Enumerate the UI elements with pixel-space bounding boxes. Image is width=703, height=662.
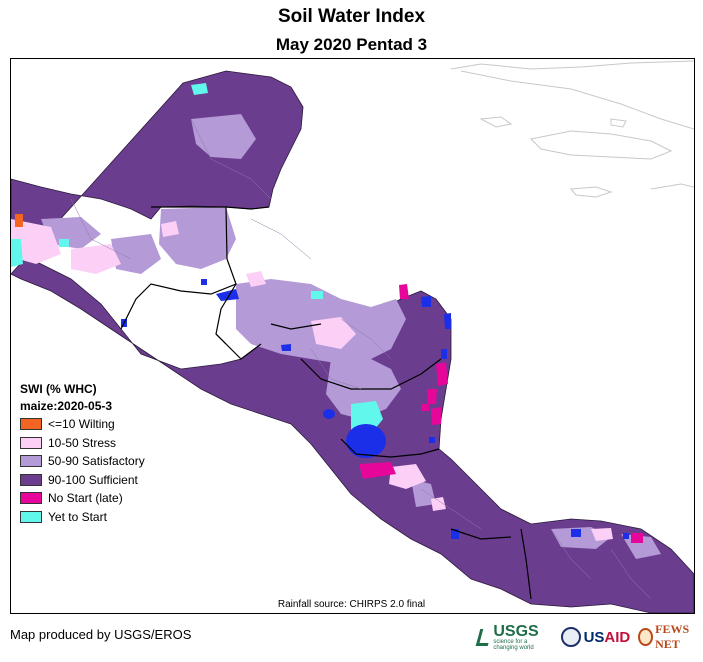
zone-wilting [15, 214, 23, 227]
legend-title: SWI (% WHC) [20, 382, 97, 396]
admin-boundaries [70, 118, 652, 600]
legend-label-no-start: No Start (late) [48, 491, 123, 506]
usgs-mark-icon [475, 628, 493, 646]
national-borders [120, 206, 532, 600]
caribbean-islands [450, 60, 694, 198]
logo-bar: USGS science for a changing world USAID … [475, 622, 703, 652]
fews-net-text: FEWS NET [655, 622, 690, 651]
map-credit: Map produced by USGS/EROS [10, 627, 192, 642]
map-title: Soil Water Index [277, 6, 426, 27]
usaid-logo[interactable]: USAID [560, 627, 631, 647]
usaid-aid-text: AID [604, 628, 631, 646]
fews-net-logo[interactable]: FEWS NET [638, 622, 703, 652]
usaid-seal-icon [560, 627, 581, 647]
legend-swatch-yet-to-start [20, 510, 42, 523]
rainfall-source: Rainfall source: CHIRPS 2.0 final [277, 599, 426, 610]
legend-swatch-sufficient [20, 473, 42, 486]
legend-label-sufficient: 90-100 Sufficient [48, 472, 138, 487]
map-svg [11, 60, 694, 613]
legend-item-satisfactory: 50-90 Satisfactory [20, 452, 145, 471]
legend-swatch-no-start [20, 492, 42, 505]
legend-label-satisfactory: 50-90 Satisfactory [48, 454, 145, 469]
map-area[interactable] [10, 58, 695, 614]
legend-label-yet-to-start: Yet to Start [48, 509, 107, 524]
legend-item-wilting: <=10 Wilting [20, 415, 145, 434]
usgs-logo-text: USGS [493, 623, 539, 640]
legend-item-sufficient: 90-100 Sufficient [20, 471, 145, 490]
usgs-tagline: science for a changing world [493, 639, 534, 651]
legend-swatch-wilting [20, 418, 42, 431]
legend-item-yet-to-start: Yet to Start [20, 508, 145, 527]
legend-label-wilting: <=10 Wilting [48, 417, 115, 432]
water-bodies [121, 279, 629, 539]
map-subtitle: May 2020 Pentad 3 [275, 35, 428, 54]
zone-no-start [359, 284, 643, 543]
legend-swatch-stress [20, 436, 42, 449]
legend-item-stress: 10-50 Stress [20, 434, 145, 453]
legend-subtitle: maize:2020-05-3 [20, 399, 113, 413]
legend: SWI (% WHC) maize:2020-05-3 <=10 Wilting… [20, 381, 145, 526]
legend-label-stress: 10-50 Stress [48, 435, 117, 450]
usaid-us-text: US [583, 628, 605, 646]
usgs-logo[interactable]: USGS science for a changing world [475, 623, 553, 651]
legend-item-no-start: No Start (late) [20, 489, 145, 508]
zone-stress [11, 219, 613, 541]
legend-swatch-satisfactory [20, 455, 42, 468]
fews-globe-icon [638, 628, 654, 646]
